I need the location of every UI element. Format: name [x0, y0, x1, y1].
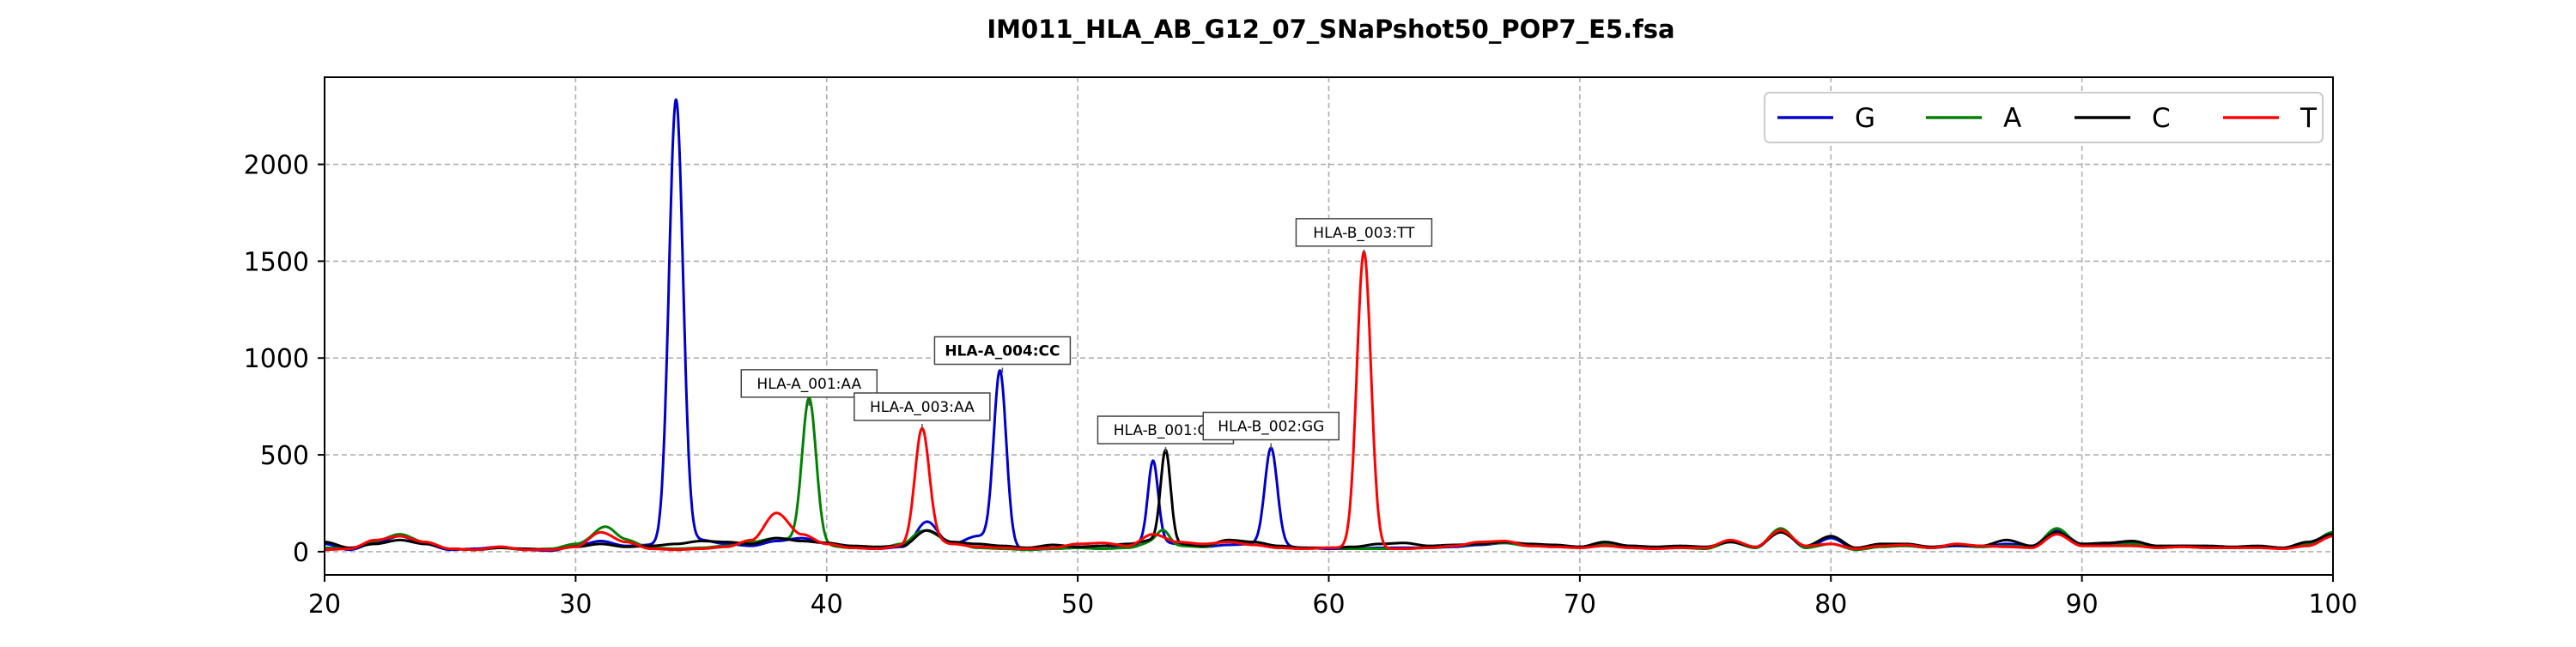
- annotation-box: [1202, 411, 1340, 441]
- annotation-label: HLA-A_003:AA: [870, 399, 975, 416]
- annotation-layer: HLA-A_001:AA HLA-A_003:AA HLA-A_004:CC HLA-…: [740, 218, 1433, 453]
- y-tick-label: 500: [260, 441, 309, 471]
- x-tick-label: 100: [2308, 590, 2357, 620]
- chart-title: IM011_HLA_AB_G12_07_SNaPshot50_POP7_E5.f…: [987, 15, 1674, 44]
- annotation-label: HLA-A_004:CC: [945, 343, 1060, 360]
- x-tick-label: 40: [811, 590, 843, 620]
- x-tick-label: 50: [1061, 590, 1094, 620]
- legend-label-C: C: [2152, 103, 2171, 134]
- annotation-box: [1295, 218, 1433, 247]
- legend-label-A: A: [2003, 103, 2021, 134]
- y-tick-label: 2000: [244, 151, 309, 181]
- annotation-box: [854, 392, 991, 421]
- x-tick-label: 60: [1312, 590, 1345, 620]
- x-tick-label: 90: [2066, 590, 2099, 620]
- legend-frame: [1764, 92, 2324, 143]
- annotation-label: HLA-B_001:CC: [1114, 422, 1218, 439]
- annotation-label: HLA-A_001:AA: [756, 376, 861, 393]
- series-layer: [324, 98, 2334, 553]
- y-tick-label: 1500: [244, 247, 309, 277]
- legend-label-T: T: [2300, 103, 2318, 134]
- series-line-T: [324, 250, 2334, 552]
- x-tick-label: 20: [308, 590, 341, 620]
- annotation-box: [933, 336, 1072, 366]
- x-tick-label: 80: [1814, 590, 1847, 620]
- annotation-label: HLA-B_003:TT: [1313, 225, 1415, 242]
- x-tick-label: 30: [559, 590, 592, 620]
- x-tick-label: 70: [1564, 590, 1596, 620]
- legend-label-G: G: [1855, 103, 1875, 134]
- y-tick-label: 1000: [244, 344, 309, 374]
- y-tick-label: 0: [293, 538, 309, 568]
- annotation-label: HLA-B_002:GG: [1218, 419, 1324, 436]
